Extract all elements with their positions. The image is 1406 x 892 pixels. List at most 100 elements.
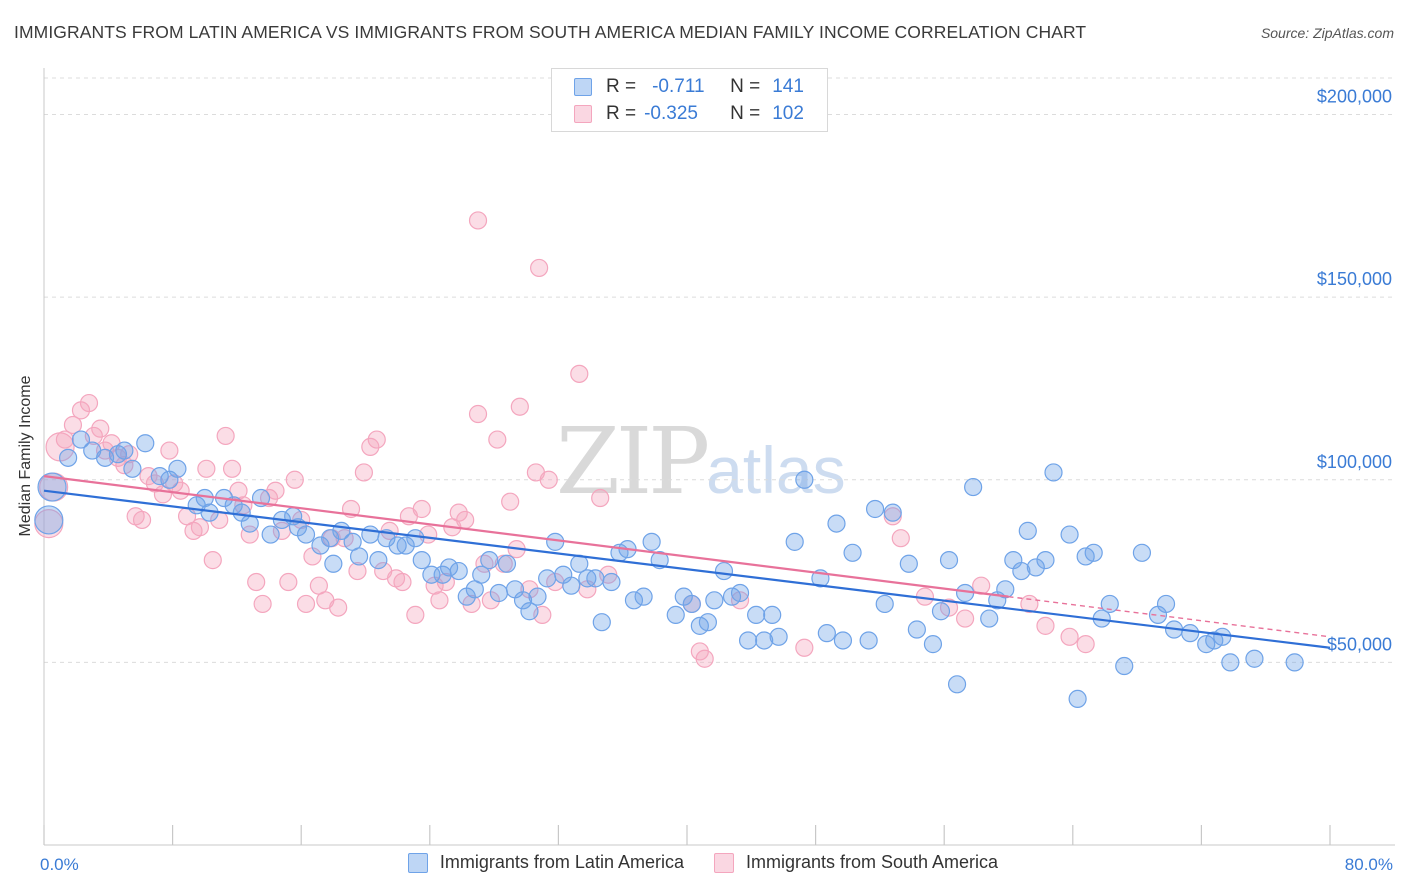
trend-line-latin-america (43, 489, 1331, 649)
data-point (279, 572, 298, 592)
legend-n-label: N = (730, 76, 761, 97)
data-point (1132, 543, 1152, 562)
axes-layer (43, 68, 1395, 846)
trend-layer (43, 475, 1331, 649)
data-point (439, 558, 459, 577)
data-point (602, 572, 621, 592)
y-tick-label: $200,000 (1317, 87, 1392, 107)
data-point (456, 510, 475, 530)
data-point (795, 638, 814, 657)
data-point (1156, 594, 1176, 614)
data-point (1068, 689, 1087, 709)
data-point (907, 620, 926, 639)
data-point (562, 576, 581, 595)
data-point (203, 551, 222, 570)
data-point (468, 404, 488, 424)
x-tick-label: 80.0% (1345, 855, 1393, 874)
data-point (123, 459, 142, 478)
data-point (1060, 525, 1079, 544)
legend-item-south-america: Immigrants from South America (713, 852, 999, 873)
data-point (817, 624, 836, 643)
data-point (510, 397, 529, 416)
data-point (939, 551, 959, 570)
data-point (497, 554, 517, 573)
legend-label-south-america: Immigrants from South America (745, 852, 999, 872)
data-point (947, 675, 967, 694)
data-point (449, 561, 468, 581)
y-tick-label: $150,000 (1317, 269, 1392, 289)
data-point (1115, 656, 1134, 676)
data-point (171, 481, 190, 500)
data-point (1076, 635, 1095, 654)
data-point (222, 459, 242, 478)
data-point (296, 594, 316, 614)
data-point (71, 430, 91, 449)
data-point (266, 481, 285, 500)
data-point (296, 525, 316, 544)
data-point (1036, 616, 1055, 635)
data-point (132, 510, 152, 530)
data-point (1044, 463, 1063, 482)
data-point (168, 459, 187, 478)
data-point (247, 572, 266, 592)
data-point (324, 554, 343, 573)
data-point (55, 430, 74, 449)
data-point (891, 529, 910, 548)
data-point (955, 609, 975, 628)
legend-swatch-south-america (574, 105, 592, 123)
x-tick-label: 0.0% (40, 855, 79, 874)
legend-r-value: -0.711 (652, 76, 705, 97)
legend-swatch-south-america (713, 852, 734, 873)
data-point (449, 503, 468, 522)
data-point (763, 605, 782, 625)
trend-line-south-america (43, 475, 1009, 598)
data-point (321, 529, 340, 548)
data-point (1084, 543, 1103, 562)
data-point (980, 609, 999, 628)
data-point (1012, 561, 1031, 581)
data-point (348, 561, 367, 581)
points-layer (34, 211, 1304, 709)
data-point (530, 258, 549, 278)
data-point (833, 631, 853, 650)
data-point (666, 605, 685, 625)
data-point (1100, 594, 1119, 614)
data-point (546, 532, 565, 551)
data-point (931, 602, 951, 621)
data-point (875, 594, 894, 614)
data-point (160, 441, 179, 460)
data-point (1285, 653, 1304, 672)
tick-labels-layer: $50,000 $100,000 $150,000 $200,000 0.0% 80.0% (40, 87, 1393, 874)
data-point (285, 470, 304, 489)
data-point (472, 565, 491, 584)
legend-n-value: 141 (772, 76, 804, 97)
data-point (883, 503, 902, 522)
data-point (795, 470, 814, 489)
data-point (520, 602, 539, 621)
legend-label-latin-america: Immigrants from Latin America (439, 852, 684, 872)
data-point (329, 598, 348, 617)
chart-title: IMMIGRANTS FROM LATIN AMERICA VS IMMIGRA… (14, 22, 1087, 42)
data-point (396, 536, 415, 555)
data-point (361, 525, 380, 544)
data-point (34, 505, 64, 535)
data-point (349, 547, 369, 566)
data-point (996, 580, 1015, 599)
correlation-legend: R = -0.711 N = 141 R = -0.325 N = 102 (551, 68, 828, 132)
data-point (468, 211, 488, 230)
data-point (923, 635, 943, 654)
data-point (311, 536, 330, 555)
data-point (755, 631, 774, 650)
legend-row-south-america: R = -0.325 N = 102 (574, 102, 804, 126)
legend-r-label: R = (606, 76, 637, 97)
data-point (488, 430, 507, 449)
legend-r-label: R = (606, 103, 637, 124)
data-point (698, 613, 717, 632)
data-point (412, 551, 431, 570)
data-point (393, 572, 412, 592)
zipatlas-watermark: ZIPatlas (556, 408, 846, 515)
data-point (705, 591, 724, 610)
data-point (1213, 627, 1232, 646)
data-point (592, 613, 611, 632)
